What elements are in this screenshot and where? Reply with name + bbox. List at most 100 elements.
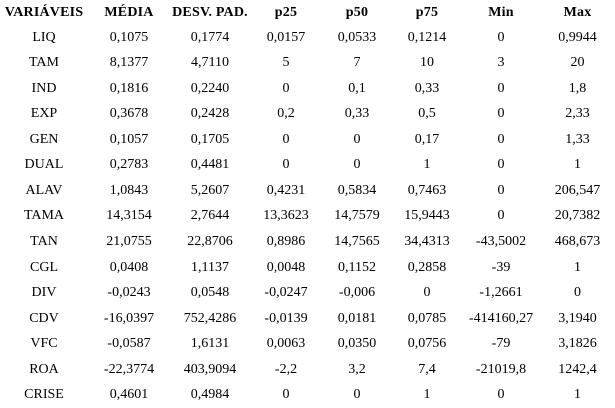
- table-cell: 0,0350: [337, 336, 377, 352]
- table-row: DUAL 0,2783 0,4481 0 0 1 0 1: [0, 153, 615, 179]
- table-row: TAMA 14,3154 2,7644 13,3623 14,7579 15,9…: [0, 204, 615, 230]
- table-cell: 1: [574, 157, 581, 173]
- row-label: GEN: [29, 131, 59, 147]
- table-cell: -0,0247: [264, 285, 308, 301]
- table-cell: 0,0548: [190, 285, 230, 301]
- table-cell: 0,33: [344, 106, 370, 122]
- table-cell: 14,3154: [106, 208, 152, 224]
- table-cell: -0,0139: [264, 310, 308, 326]
- table-row: ALAV 1,0843 5,2607 0,4231 0,5834 0,7463 …: [0, 178, 615, 204]
- table-cell: 22,8706: [187, 234, 233, 250]
- table-row: CRISE 0,4601 0,4984 0 0 1 0 1: [0, 382, 615, 408]
- table-cell: 0,0785: [407, 310, 447, 326]
- table-cell: 0,2: [277, 106, 295, 122]
- table-cell: 1,6131: [190, 336, 230, 352]
- table-cell: 0,1774: [190, 29, 230, 45]
- table-cell: 206,547: [554, 182, 601, 198]
- table-cell: 468,673: [554, 234, 601, 250]
- table-cell: 0: [282, 157, 290, 173]
- table-cell: 34,4313: [404, 234, 450, 250]
- table-cell: 0: [282, 80, 290, 96]
- table-cell: 1: [423, 387, 431, 403]
- table-row: LIQ 0,1075 0,1774 0,0157 0,0533 0,1214 0…: [0, 25, 615, 51]
- row-label: VFC: [30, 336, 58, 352]
- table-cell: -1,2661: [479, 285, 523, 301]
- table-cell: 0,1816: [109, 80, 149, 96]
- column-header-p75: p75: [415, 4, 439, 20]
- table-cell: 0: [353, 157, 361, 173]
- table-cell: 0: [574, 285, 581, 301]
- table-row: DIV -0,0243 0,0548 -0,0247 -0,006 0 -1,2…: [0, 280, 615, 306]
- table-cell: 0,2858: [407, 259, 447, 275]
- column-header-media: MÉDIA: [104, 4, 154, 20]
- table-cell: 0,9944: [558, 29, 597, 45]
- table-row: TAM 8,1377 4,7110 5 7 10 3 20: [0, 51, 615, 77]
- table-cell: 0,0408: [109, 259, 149, 275]
- table-cell: 0,0181: [337, 310, 377, 326]
- table-cell: 1,1137: [191, 259, 229, 275]
- table-cell: 3: [497, 55, 505, 71]
- table-cell: 1: [574, 259, 581, 275]
- table-cell: 0: [497, 387, 505, 403]
- table-cell: 2,33: [565, 106, 590, 122]
- row-label: ROA: [29, 361, 59, 377]
- table-cell: 0,2428: [190, 106, 230, 122]
- table-cell: 0: [282, 387, 290, 403]
- table-cell: 0,5: [418, 106, 436, 122]
- table-cell: 0: [497, 106, 505, 122]
- table-cell: 0,1705: [190, 131, 230, 147]
- table-cell: 0: [497, 182, 505, 198]
- table-cell: -0,0243: [107, 285, 151, 301]
- table-cell: 0,1075: [109, 29, 149, 45]
- table-cell: 7,4: [418, 361, 436, 377]
- table-row: EXP 0,3678 0,2428 0,2 0,33 0,5 0 2,33: [0, 102, 615, 128]
- table-cell: -21019,8: [475, 361, 527, 377]
- column-header-max: Max: [563, 4, 592, 20]
- table-cell: 3,1940: [558, 310, 597, 326]
- row-label: DIV: [31, 285, 57, 301]
- table-cell: 0,1152: [338, 259, 376, 275]
- table-cell: 13,3623: [263, 208, 309, 224]
- table-cell: 0,0533: [337, 29, 377, 45]
- table-cell: 0,33: [414, 80, 440, 96]
- table-row: VFC -0,0587 1,6131 0,0063 0,0350 0,0756 …: [0, 331, 615, 357]
- row-label: IND: [31, 80, 57, 96]
- table-cell: 2,7644: [190, 208, 230, 224]
- table-row: GEN 0,1057 0,1705 0 0 0,17 0 1,33: [0, 127, 615, 153]
- table-cell: 0,7463: [407, 182, 447, 198]
- table-cell: 10: [420, 55, 434, 71]
- table-row: CDV -16,0397 752,4286 -0,0139 0,0181 0,0…: [0, 306, 615, 332]
- table-cell: 0: [423, 285, 431, 301]
- table-cell: 0: [497, 131, 505, 147]
- column-header-min: Min: [488, 4, 514, 20]
- table-cell: 5,2607: [190, 182, 230, 198]
- table-cell: -79: [491, 336, 511, 352]
- table-cell: 0,8986: [266, 234, 306, 250]
- column-header-p50: p50: [345, 4, 369, 20]
- table-cell: 3,1826: [558, 336, 597, 352]
- table-cell: 5: [282, 55, 290, 71]
- table-cell: 0: [497, 157, 505, 173]
- table-cell: 0,1214: [407, 29, 447, 45]
- table-cell: -0,006: [338, 285, 376, 301]
- table-cell: 0: [497, 80, 505, 96]
- row-label: TAM: [29, 55, 59, 71]
- table-cell: 0,4481: [190, 157, 230, 173]
- table-cell: 8,1377: [109, 55, 149, 71]
- row-label: CDV: [29, 310, 59, 326]
- table-row: ROA -22,3774 403,9094 -2,2 3,2 7,4 -2101…: [0, 357, 615, 383]
- table-cell: 20,7382: [554, 208, 601, 224]
- table-cell: 0: [353, 131, 361, 147]
- row-label: DUAL: [24, 157, 64, 173]
- table-cell: 20: [570, 55, 585, 71]
- table-cell: 14,7565: [334, 234, 380, 250]
- table-cell: -16,0397: [103, 310, 155, 326]
- table-cell: 0,0048: [266, 259, 306, 275]
- table-cell: 21,0755: [106, 234, 152, 250]
- table-cell: 0,3678: [109, 106, 149, 122]
- table-cell: 0: [497, 29, 505, 45]
- row-label: LIQ: [32, 29, 56, 45]
- table-cell: 15,9443: [404, 208, 450, 224]
- table-cell: 0,4601: [109, 387, 149, 403]
- row-label: ALAV: [25, 182, 63, 198]
